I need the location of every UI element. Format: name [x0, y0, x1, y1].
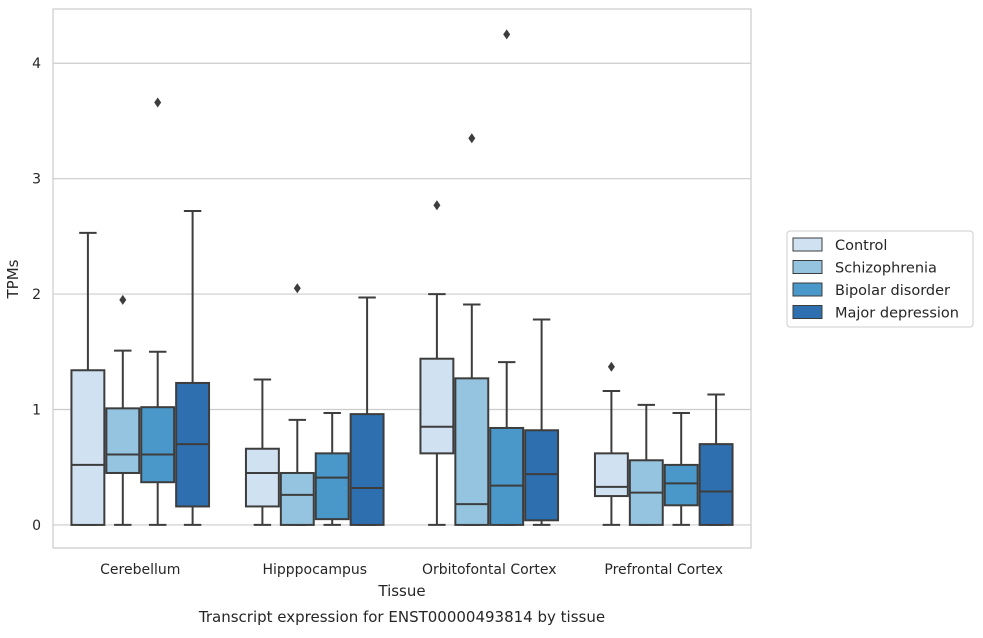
- box: [663, 463, 699, 507]
- outlier-point: [154, 97, 162, 108]
- box: [314, 452, 350, 521]
- legend-label: Bipolar disorder: [835, 283, 950, 299]
- y-tick-label: 1: [32, 402, 41, 418]
- y-tick-label: 3: [32, 172, 41, 188]
- legend: Control Schizophrenia Bipolar disorder Majo…: [786, 230, 974, 328]
- box: [279, 471, 315, 526]
- x-tick-label: Cerebellum: [100, 562, 180, 578]
- box: [70, 369, 106, 526]
- x-tick-label: Prefrontal Cortex: [604, 562, 723, 578]
- outlier-point: [607, 361, 615, 372]
- plot-frame: [52, 8, 752, 549]
- x-tick-labels: Cerebellum Hipppocampus Orbitofontal Corte…: [100, 562, 723, 578]
- box-groups: [70, 29, 734, 526]
- legend-swatch: [792, 305, 823, 319]
- box: [454, 377, 490, 526]
- y-tick-label: 4: [32, 56, 41, 72]
- legend-swatch: [792, 282, 823, 297]
- legend-swatch: [792, 260, 823, 274]
- y-tick-label: 0: [32, 518, 41, 534]
- x-axis-label: Tissue: [377, 582, 425, 600]
- x-tick-label: Orbitofontal Cortex: [422, 562, 557, 578]
- category-group: [419, 29, 560, 526]
- box: [105, 407, 141, 474]
- y-axis-label: TPMs: [4, 259, 22, 299]
- y-tick-labels: 0 1 2 3 4: [32, 56, 41, 534]
- legend-label: Control: [835, 238, 887, 254]
- box: [593, 452, 629, 498]
- outlier-point: [433, 200, 441, 211]
- box: [524, 429, 560, 522]
- outlier-point: [119, 294, 127, 305]
- box: [349, 413, 385, 526]
- outlier-point: [468, 133, 476, 144]
- legend-frame: [786, 230, 974, 328]
- category-group: [244, 283, 385, 526]
- legend-swatch: [792, 237, 823, 252]
- legend-label: Major depression: [835, 306, 959, 322]
- box: [140, 406, 176, 484]
- x-tick-label: Hipppocampus: [262, 562, 367, 578]
- outlier-point: [503, 29, 511, 40]
- box: [419, 357, 455, 455]
- category-group: [70, 97, 211, 526]
- box: [244, 447, 280, 508]
- y-tick-label: 2: [32, 287, 41, 303]
- chart-caption: Transcript expression for ENST0000049381…: [198, 608, 605, 626]
- box: [698, 443, 734, 526]
- box: [489, 426, 525, 526]
- category-group: [593, 361, 734, 526]
- legend-label: Schizophrenia: [835, 261, 937, 277]
- outlier-point: [293, 283, 301, 294]
